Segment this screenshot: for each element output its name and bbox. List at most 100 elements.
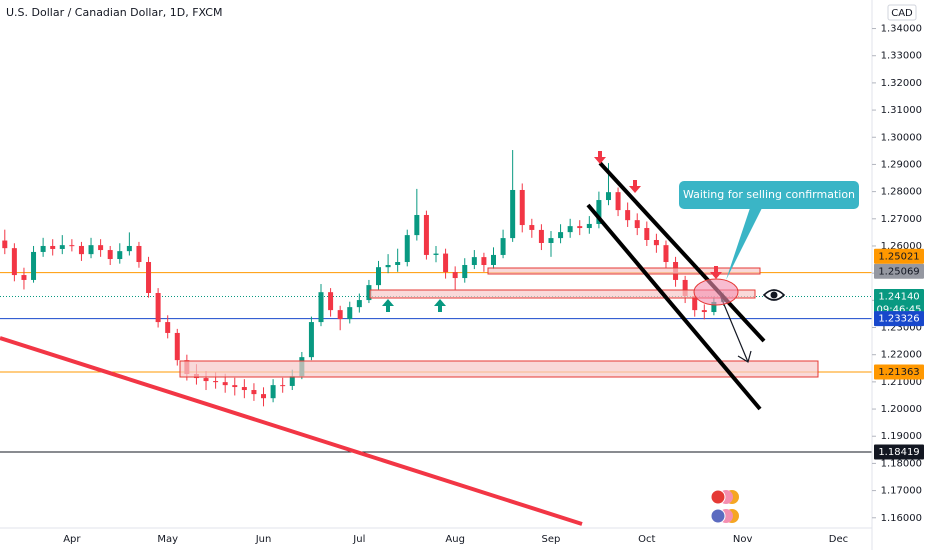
y-tick-label: 1.28000 — [881, 187, 922, 198]
callout-box — [679, 181, 859, 209]
x-tick-label: Aug — [445, 534, 465, 545]
candle-body — [289, 376, 295, 386]
price-label-box — [874, 248, 924, 264]
down-arrow-icon — [629, 180, 641, 193]
y-tick-label: 1.30000 — [881, 132, 922, 143]
y-tick-label: 1.21000 — [881, 377, 922, 388]
price-label: 1.21363 — [878, 367, 919, 378]
candle-body — [2, 240, 8, 249]
channel-line — [598, 161, 766, 343]
channel-line — [586, 203, 762, 411]
event-icons — [710, 489, 739, 524]
candle-body — [596, 200, 602, 224]
drawings: Waiting for selling confirmation — [0, 151, 859, 526]
y-tick-label: 1.19000 — [881, 431, 922, 442]
callout-pointer — [726, 208, 762, 280]
y-tick-label: 1.20000 — [881, 404, 922, 415]
candle-body — [31, 251, 37, 280]
candle-body — [558, 232, 564, 239]
candle-body — [644, 228, 650, 240]
y-tick-label: 1.33000 — [881, 51, 922, 62]
candle-body — [443, 253, 449, 273]
currency-box — [887, 4, 917, 21]
candle-body — [663, 245, 669, 263]
candle-body — [634, 220, 640, 229]
candle-body — [251, 390, 257, 395]
candle-body — [625, 210, 631, 221]
candle-body — [203, 378, 209, 382]
candle-body — [615, 192, 621, 211]
candle-body — [500, 238, 506, 255]
candle-body — [270, 385, 276, 399]
up-arrow-icon — [434, 299, 446, 312]
candle-body — [78, 245, 84, 255]
currency-label: CAD — [891, 8, 913, 19]
candle-body — [40, 245, 46, 252]
price-label-box — [874, 289, 924, 318]
candle-body — [50, 245, 56, 249]
candle-body — [337, 310, 343, 320]
candle-body — [174, 332, 180, 361]
candle-body — [155, 292, 161, 323]
price-label: 1.18419 — [878, 447, 919, 458]
candle-body — [165, 322, 171, 333]
x-tick-label: Sep — [542, 534, 561, 545]
x-tick-label: Nov — [733, 534, 753, 545]
candle-body — [682, 279, 688, 296]
y-tick-label: 1.34000 — [881, 24, 922, 35]
candle-body — [318, 292, 324, 323]
x-tick-label: Apr — [63, 534, 81, 545]
price-label-box — [874, 263, 924, 279]
y-tick-label: 1.32000 — [881, 78, 922, 89]
candle-body — [529, 225, 535, 230]
price-label: 1.25021 — [878, 251, 919, 262]
price-label-box — [874, 311, 924, 327]
price-label-box — [874, 364, 924, 380]
candle-body — [462, 265, 468, 279]
candle-body — [98, 245, 104, 251]
candle-body — [59, 245, 65, 249]
up-arrow-icon — [382, 299, 394, 312]
x-tick-label: May — [157, 534, 178, 545]
candle-body — [69, 245, 75, 247]
candle-body — [241, 387, 247, 391]
countdown-label: 09:46:45 — [877, 305, 922, 316]
x-tick-label: Oct — [638, 534, 655, 545]
resistance-zone — [487, 267, 761, 275]
candle-body — [11, 248, 17, 276]
candle-body — [88, 245, 94, 255]
x-tick-label: Dec — [829, 534, 848, 545]
candle-body — [701, 310, 707, 313]
candle-body — [519, 189, 525, 226]
down-arrow-icon — [594, 151, 606, 164]
price-label: 1.23326 — [878, 314, 919, 325]
candle-body — [385, 265, 391, 268]
candle-body — [414, 214, 420, 236]
projection-arrow-head — [737, 350, 752, 363]
candle-body — [490, 254, 496, 265]
candle-body — [280, 385, 286, 387]
candle-body — [605, 192, 611, 201]
chart-title: U.S. Dollar / Canadian Dollar, 1D, FXCM — [6, 6, 222, 19]
support-zone — [179, 360, 819, 378]
down-arrow-icon — [710, 266, 722, 279]
candle-body — [232, 385, 238, 388]
candle-body — [548, 238, 554, 243]
candle-body — [356, 300, 362, 308]
candle-body — [376, 267, 382, 286]
y-tick-label: 1.17000 — [881, 486, 922, 497]
eye-icon — [762, 289, 786, 301]
y-tick-label: 1.31000 — [881, 105, 922, 116]
candle-body — [107, 250, 113, 260]
price-label-box — [874, 444, 924, 460]
y-tick-label: 1.29000 — [881, 159, 922, 170]
candle-body — [308, 322, 314, 358]
y-tick-label: 1.23000 — [881, 323, 922, 334]
y-tick-label: 1.18000 — [881, 458, 922, 469]
candle-body — [395, 262, 401, 265]
price-label: 1.25069 — [878, 266, 919, 277]
candle-body — [711, 301, 717, 313]
y-tick-label: 1.26000 — [881, 241, 922, 252]
candle-body — [404, 235, 410, 263]
